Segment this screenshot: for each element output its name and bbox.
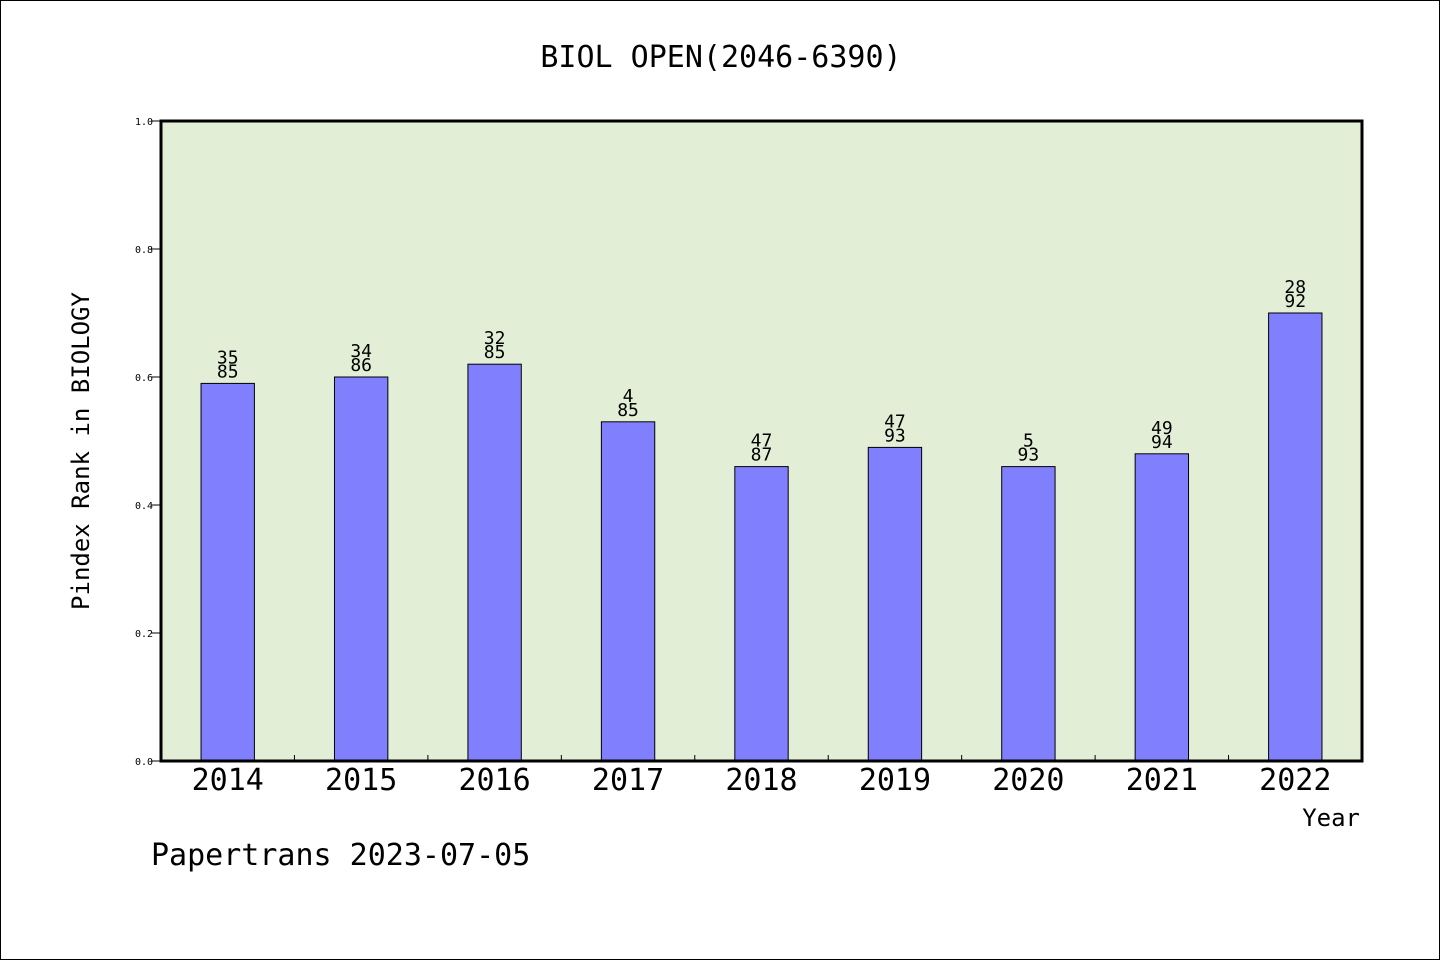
bar-label-bottom: 94 [1151, 432, 1173, 453]
x-tick-label: 2016 [458, 763, 530, 798]
bar-label-top: 28 [1284, 277, 1306, 298]
y-tick-label: 0.8 [135, 245, 153, 256]
x-tick-label: 2017 [592, 763, 664, 798]
bar-label-bottom: 92 [1284, 291, 1306, 312]
y-tick-label: 1.0 [135, 117, 153, 128]
bar-label-top: 4 [623, 386, 634, 407]
bar [333, 376, 389, 762]
bar-label-bottom: 87 [751, 445, 773, 466]
bar-label-top: 5 [1023, 431, 1034, 452]
x-tick-label: 2018 [725, 763, 797, 798]
bar-label-bottom: 86 [350, 355, 372, 376]
x-axis-label: Year [1302, 804, 1360, 832]
bar [1268, 312, 1323, 762]
bar [734, 466, 789, 762]
x-tick-label: 2019 [859, 763, 931, 798]
plot-border [159, 119, 1364, 763]
bar [200, 382, 255, 762]
bar [1134, 453, 1190, 762]
footer-text: Papertrans 2023-07-05 [151, 838, 530, 873]
bar-label-bottom: 85 [617, 400, 639, 421]
x-tick-label: 2014 [192, 763, 264, 798]
x-tick-label: 2015 [325, 763, 397, 798]
x-tick-label: 2020 [992, 763, 1064, 798]
bar-label-top: 34 [350, 341, 372, 362]
y-tick-label: 0.2 [135, 629, 153, 640]
x-axis: 2014 2015 2016 2017 2018 2019 2020 2021 2022 [192, 755, 1331, 798]
bar-label-top: 47 [751, 431, 773, 452]
x-tick-label: 2021 [1126, 763, 1198, 798]
bar-label-top: 32 [484, 328, 506, 349]
bar-label-bottom: 85 [217, 361, 239, 382]
y-axis-label: Pindex Rank in BIOLOGY [67, 292, 95, 610]
bar [1001, 466, 1056, 762]
bar [467, 363, 522, 762]
bar-label-top: 35 [217, 347, 239, 368]
bar [600, 421, 656, 762]
y-axis: 0.0 0.2 0.4 0.6 0.8 1.0 [135, 117, 161, 768]
x-tick-label: 2022 [1259, 763, 1331, 798]
bar-label-bottom: 93 [1018, 445, 1040, 466]
bar-label-bottom: 85 [484, 342, 506, 363]
y-tick-label: 0.6 [135, 373, 153, 384]
chart-title: BIOL OPEN(2046-6390) [540, 40, 901, 75]
y-tick-label: 0.0 [135, 757, 153, 768]
bar-label-bottom: 93 [884, 425, 906, 446]
bar [867, 446, 923, 762]
y-tick-label: 0.4 [135, 501, 153, 512]
bar-label-top: 49 [1151, 418, 1173, 439]
bar-label-top: 47 [884, 411, 906, 432]
